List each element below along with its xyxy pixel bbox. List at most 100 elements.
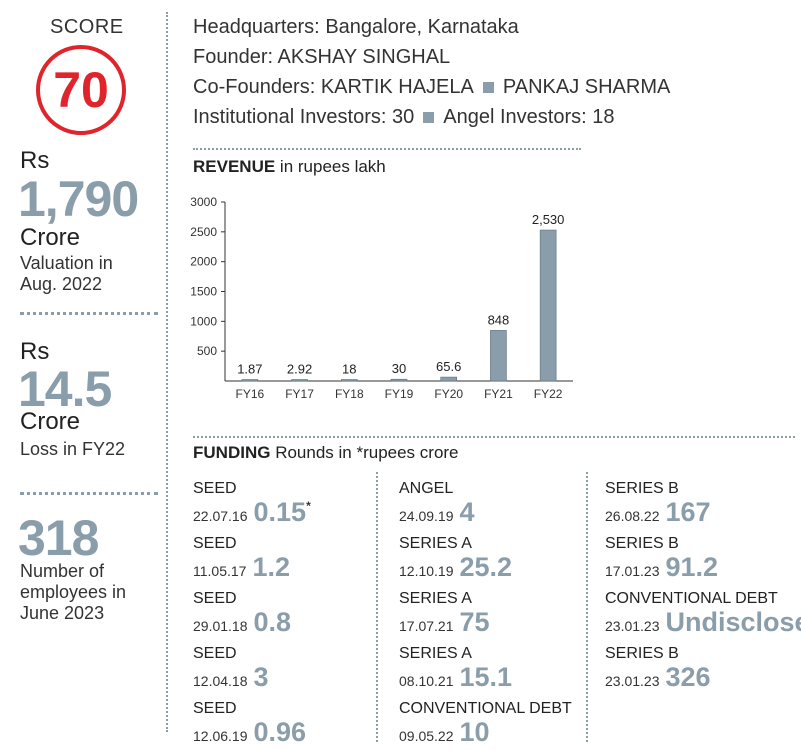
- bar-fy18: [340, 379, 358, 382]
- round-type: SERIES B: [605, 535, 679, 552]
- round-type: SERIES A: [399, 590, 472, 607]
- round-amount: 91.2: [665, 552, 719, 582]
- founder-line: Founder: AKSHAY SINGHAL: [193, 46, 450, 69]
- x-tick-label: FY20: [434, 387, 463, 401]
- loss-amount: 14.5: [18, 361, 112, 417]
- score-badge: 70: [36, 45, 126, 135]
- employees-caption-line2: employees in: [20, 582, 127, 602]
- funding-round: CONVENTIONAL DEBT 23.01.23 Undisclosed: [605, 590, 801, 636]
- valuation-amount: 1,790: [18, 171, 139, 227]
- round-amount: 15.1: [459, 662, 513, 692]
- data-label: 1.87: [237, 362, 262, 377]
- y-tick-label: 2500: [190, 225, 217, 239]
- score-label: SCORE: [50, 16, 124, 38]
- x-tick-label: FY17: [285, 387, 314, 401]
- round-date: 17.07.21: [399, 618, 454, 634]
- funding-column-divider: [376, 472, 378, 742]
- angel-investors-value: 18: [592, 106, 615, 128]
- funding-column-divider: [586, 472, 588, 742]
- round-date: 24.09.19: [399, 508, 454, 524]
- funding-round: SERIES B 17.01.23 91.2: [605, 535, 718, 581]
- score-value: 70: [53, 62, 109, 118]
- round-details: 29.01.18 0.8: [193, 609, 291, 636]
- loss-unit: Crore: [20, 408, 81, 435]
- round-date: 12.10.19: [399, 563, 454, 579]
- column-divider: [166, 12, 168, 732]
- funding-round: SERIES A 17.07.21 75: [399, 590, 490, 636]
- round-date: 22.07.16: [193, 508, 248, 524]
- funding-title: FUNDING: [193, 443, 271, 462]
- employees-count: 318: [18, 510, 99, 566]
- round-type: SERIES A: [399, 535, 472, 552]
- founder-value: AKSHAY SINGHAL: [277, 46, 451, 68]
- funding-round: SEED 22.07.16 0.15*: [193, 480, 311, 526]
- separator-square: [423, 111, 435, 123]
- round-type: SEED: [193, 590, 237, 607]
- round-date: 23.01.23: [605, 673, 660, 689]
- round-details: 17.07.21 75: [399, 609, 490, 636]
- round-details: 17.01.23 91.2: [605, 554, 718, 581]
- headquarters-line: Headquarters: Bangalore, Karnataka: [193, 16, 519, 39]
- x-tick-label: FY21: [484, 387, 513, 401]
- funding-round: SERIES A 08.10.21 15.1: [399, 645, 512, 691]
- round-type: SERIES B: [605, 480, 679, 497]
- round-details: 08.10.21 15.1: [399, 664, 512, 691]
- funding-round: CONVENTIONAL DEBT 09.05.22 10: [399, 700, 572, 746]
- round-date: 12.04.18: [193, 673, 248, 689]
- divider: [20, 492, 158, 495]
- round-amount: 0.96: [253, 717, 307, 747]
- institutional-investors-label: Institutional Investors:: [193, 106, 387, 128]
- cofounders-label: Co-Founders:: [193, 76, 316, 98]
- y-tick-label: 1000: [190, 314, 217, 328]
- round-type: SEED: [193, 700, 237, 717]
- y-tick-label: 500: [197, 344, 217, 358]
- round-amount: Undisclosed: [665, 607, 801, 637]
- funding-round: SEED 12.06.19 0.96: [193, 700, 306, 746]
- bar-fy21: [490, 330, 507, 382]
- x-tick-label: FY18: [335, 387, 364, 401]
- round-type: SEED: [193, 535, 237, 552]
- round-details: 23.01.23 326: [605, 664, 711, 691]
- round-details: 11.05.17 1.2: [193, 554, 290, 581]
- bar-fy19: [390, 378, 408, 382]
- separator-square: [482, 81, 494, 93]
- data-label: 30: [392, 361, 406, 376]
- round-date: 12.06.19: [193, 728, 248, 744]
- round-amount: 10: [459, 717, 490, 747]
- y-tick-label: 1500: [190, 285, 217, 299]
- institutional-investors-value: 30: [392, 106, 415, 128]
- employees-caption-line3: June 2023: [20, 603, 105, 623]
- investors-line: Institutional Investors: 30 Angel Investo…: [193, 106, 614, 129]
- round-amount: 4: [459, 497, 475, 527]
- angel-investors-label: Angel Investors:: [443, 106, 587, 128]
- round-date: 11.05.17: [193, 563, 247, 579]
- funding-round: SEED 11.05.17 1.2: [193, 535, 290, 581]
- funding-round: SERIES B 23.01.23 326: [605, 645, 711, 691]
- revenue-bar-chart: 500 1000 1500 2000 2500 3000 1.87 FY16 2.92 FY17 1…: [190, 195, 573, 401]
- x-tick-label: FY19: [385, 387, 414, 401]
- revenue-chart-title: REVENUE in rupees lakh: [193, 157, 386, 177]
- round-date: 17.01.23: [605, 563, 660, 579]
- round-date: 23.01.23: [605, 618, 660, 634]
- round-type: CONVENTIONAL DEBT: [605, 590, 778, 607]
- founder-label: Founder:: [193, 46, 274, 68]
- data-label: 2,530: [532, 212, 565, 227]
- y-tick-label: 3000: [190, 195, 217, 209]
- data-label: 848: [488, 312, 510, 327]
- round-type: SERIES A: [399, 645, 472, 662]
- footnote-asterisk: *: [306, 499, 311, 513]
- cofounder-1: KARTIK HAJELA: [320, 76, 474, 98]
- round-type: SEED: [193, 480, 237, 497]
- cofounders-line: Co-Founders: KARTIK HAJELA PANKAJ SHARMA: [193, 76, 670, 99]
- round-amount: 0.15*: [253, 497, 311, 527]
- data-label: 2.92: [287, 362, 312, 377]
- round-amount: 167: [665, 497, 711, 527]
- round-amount: 75: [459, 607, 490, 637]
- bar-fy16: [241, 379, 259, 382]
- data-label: 65.6: [436, 359, 461, 374]
- revenue-subtitle: in rupees lakh: [279, 157, 386, 176]
- employees-caption: Number of employees in June 2023: [20, 561, 126, 624]
- x-tick-label: FY16: [236, 387, 265, 401]
- hq-value: Bangalore, Karnataka: [325, 16, 519, 38]
- divider: [193, 436, 795, 438]
